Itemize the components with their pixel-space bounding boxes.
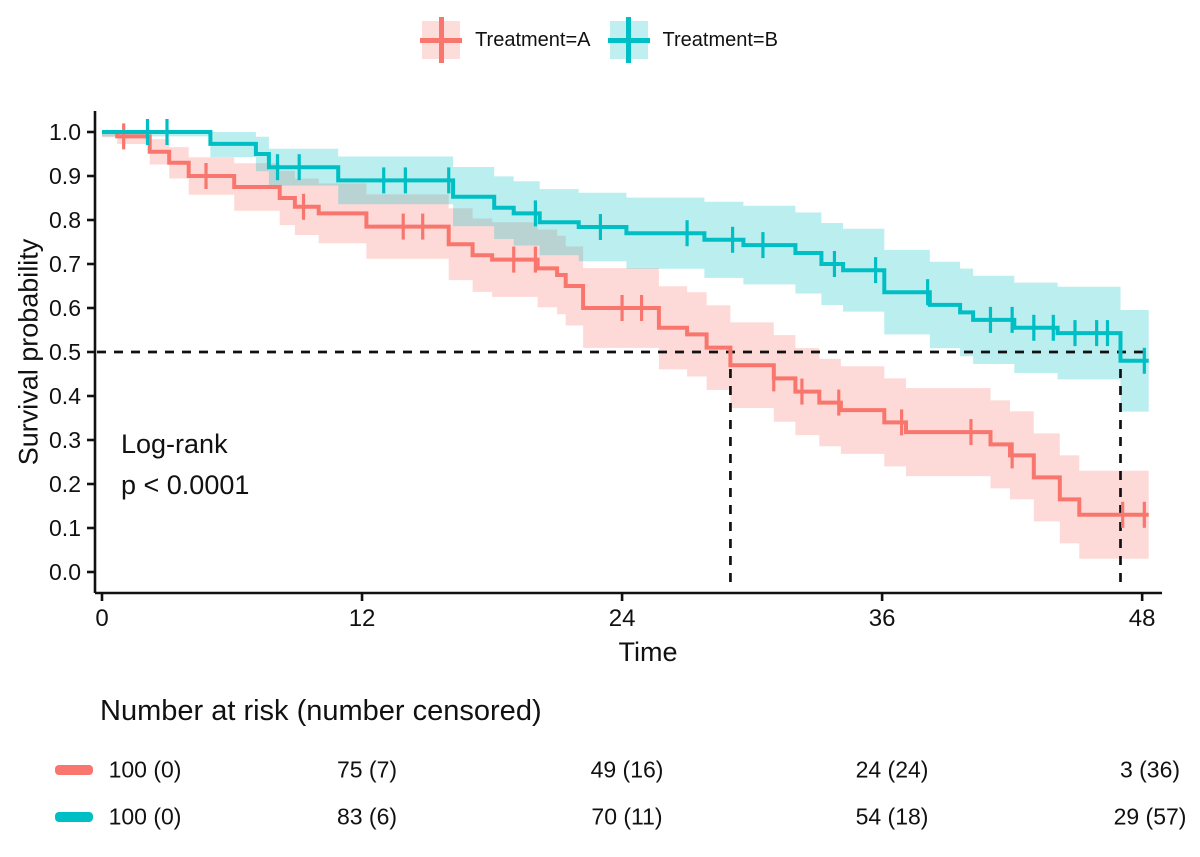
risk-value: 24 (24) xyxy=(855,756,929,783)
legend-label-treatment-a: Treatment=A xyxy=(475,28,591,51)
risk-value: 100 (0) xyxy=(108,756,182,783)
risk-table-row-treatment-a: 100 (0) 75 (7) 49 (16) 24 (24) 3 (36) xyxy=(0,750,1200,790)
risk-value: 3 (36) xyxy=(1119,756,1181,783)
treatment-b-dash-icon xyxy=(55,812,93,822)
treatment-b-key-icon xyxy=(607,17,650,63)
logrank-annotation-line2: p < 0.0001 xyxy=(121,470,250,500)
legend-item-treatment-a: Treatment=A xyxy=(420,17,591,63)
risk-value: 83 (6) xyxy=(336,803,398,830)
x-tick-label: 48 xyxy=(1129,605,1156,632)
y-tick-label: 0.0 xyxy=(49,559,81,585)
legend-item-treatment-b: Treatment=B xyxy=(607,17,778,63)
logrank-annotation-line1: Log-rank xyxy=(121,429,228,459)
risk-value: 75 (7) xyxy=(336,756,398,783)
y-tick-label: 0.9 xyxy=(49,163,81,189)
y-tick-label: 0.7 xyxy=(49,251,81,277)
risk-value: 49 (16) xyxy=(590,756,664,783)
y-tick-label: 0.4 xyxy=(49,383,81,409)
risk-value: 54 (18) xyxy=(855,803,929,830)
legend-label-treatment-b: Treatment=B xyxy=(662,28,778,51)
y-tick-label: 0.2 xyxy=(49,471,81,497)
risk-table-row-treatment-b: 100 (0) 83 (6) 70 (11) 54 (18) 29 (57) xyxy=(0,797,1200,837)
survival-curve-a xyxy=(102,130,1149,517)
risk-value: 29 (57) xyxy=(1113,803,1187,830)
x-tick-label: 36 xyxy=(869,605,896,632)
x-axis-title: Time xyxy=(618,637,678,667)
y-axis-title: Survival probability xyxy=(13,238,44,466)
treatment-a-key-icon xyxy=(420,17,463,63)
confidence-band-a xyxy=(102,132,1149,559)
survival-curve-b xyxy=(102,130,1149,363)
y-tick-label: 1.0 xyxy=(49,119,81,145)
y-tick-label: 0.6 xyxy=(49,295,81,321)
treatment-a-dash-icon xyxy=(55,765,93,775)
x-tick-label: 24 xyxy=(609,605,636,632)
y-tick-label: 0.1 xyxy=(49,515,81,541)
x-tick-label: 12 xyxy=(349,605,376,632)
y-tick-label: 0.5 xyxy=(49,339,81,365)
confidence-band-b xyxy=(102,132,1149,412)
y-tick-label: 0.3 xyxy=(49,427,81,453)
risk-value: 100 (0) xyxy=(108,803,182,830)
x-tick-label: 0 xyxy=(95,605,108,632)
y-tick-label: 0.8 xyxy=(49,207,81,233)
logrank-annotation: Log-rank p < 0.0001 xyxy=(121,424,249,506)
risk-table-title: Number at risk (number censored) xyxy=(100,695,542,727)
risk-value: 70 (11) xyxy=(591,803,663,830)
plot-legend: Treatment=A Treatment=B xyxy=(0,17,1200,63)
